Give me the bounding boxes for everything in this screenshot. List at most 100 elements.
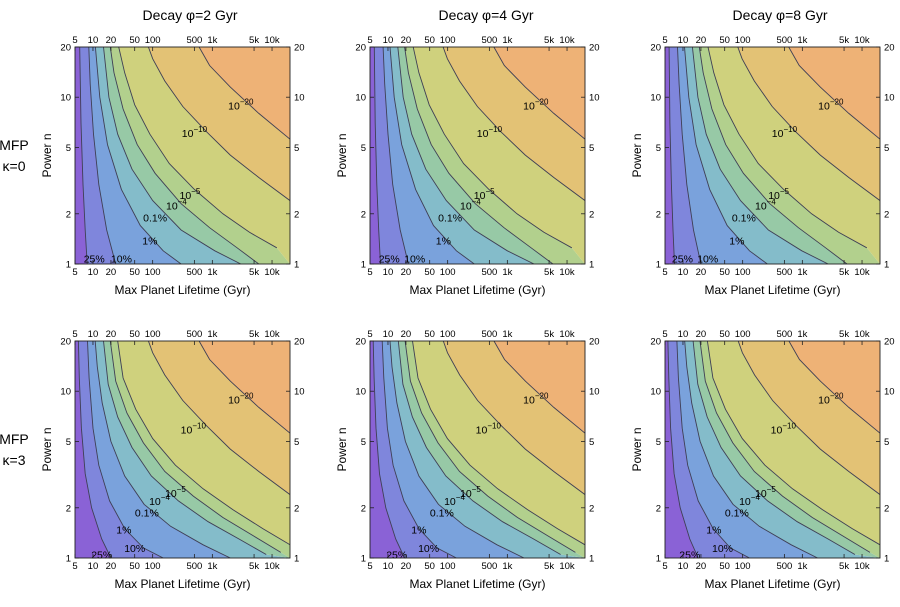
y-tick-label: 2	[361, 209, 366, 220]
contour-region-0	[665, 341, 699, 558]
x-tick-label: 10	[88, 561, 99, 572]
x-tick-label: 500	[186, 561, 202, 572]
y-tick-label-right: 2	[884, 503, 889, 514]
contour-line-5	[117, 341, 290, 546]
x-tick-label-top: 20	[401, 35, 412, 46]
contour-region-0	[370, 47, 381, 264]
x-tick-label: 1k	[502, 267, 512, 278]
contour-region-6	[412, 341, 585, 558]
panel-grid: 25% 10%1%0.1%10−410−510−1010−205510102020…	[40, 35, 895, 591]
x-tick-label-top: 10	[383, 35, 394, 46]
contour-label-6: 10−10	[477, 125, 503, 140]
x-tick-label-top: 20	[696, 329, 707, 340]
contour-label-2: 1%	[729, 236, 744, 248]
y-tick-label-right: 1	[589, 554, 594, 565]
y-tick-label: 1	[66, 554, 71, 565]
contour-line-1	[88, 47, 117, 264]
contour-region-1	[79, 47, 290, 264]
contour-label-2: 1%	[142, 236, 157, 248]
y-tick-label: 20	[650, 337, 661, 348]
x-tick-label: 20	[106, 267, 117, 278]
x-tick-label: 10k	[854, 267, 870, 278]
contour-line-3	[103, 341, 267, 555]
x-tick-label: 5	[367, 267, 372, 278]
contour-region-4	[397, 47, 585, 264]
contour-region-2	[382, 341, 585, 558]
contour-line-4	[699, 341, 871, 553]
y-tick-label: 1	[361, 260, 366, 271]
contour-lines	[668, 47, 880, 264]
x-tick-label-top: 5	[72, 35, 77, 46]
x-tick-label: 5	[662, 267, 667, 278]
contour-lines	[373, 47, 585, 264]
contour-label-4: 10−4	[444, 493, 465, 508]
x-tick-label: 10k	[559, 561, 575, 572]
y-tick-label: 5	[656, 143, 661, 154]
y-tick-label: 20	[60, 43, 71, 54]
contour-line-7	[198, 341, 290, 434]
contour-region-2	[677, 47, 880, 264]
y-axis-label: Power n	[630, 133, 644, 177]
contour-region-3	[95, 47, 290, 264]
contour-region-1	[669, 47, 880, 264]
panel-r1c0: 25% 10% 1% 0.1%10−410−5 10−10 10−20 5 5 10 10 20 20…	[40, 329, 305, 591]
contour-line-7	[493, 341, 585, 434]
x-tick-label: 500	[481, 267, 497, 278]
contour-label-7: 10−20	[523, 98, 549, 113]
x-tick-label-top: 500	[186, 35, 202, 46]
contour-line-4	[109, 47, 260, 264]
contour-line-7	[493, 47, 585, 140]
x-tick-label-top: 1k	[502, 35, 512, 46]
y-tick-label: 2	[656, 209, 661, 220]
contour-region-4	[398, 341, 585, 558]
panel-r0c2: 25% 10% 1% 0.1%10−410−5 10−10 10−20 5 5 10 10 20 20…	[630, 35, 895, 297]
x-tick-label: 1k	[207, 267, 217, 278]
y-tick-label-right: 10	[884, 93, 895, 104]
x-tick-label-top: 100	[145, 329, 161, 340]
y-tick-label: 1	[361, 554, 366, 565]
y-tick-label-right: 20	[589, 337, 600, 348]
contour-line-6	[737, 341, 880, 495]
contour-line-2	[389, 341, 525, 558]
contour-label-1: 10%	[124, 543, 145, 555]
x-tick-label: 50	[719, 561, 730, 572]
filled-regions	[370, 341, 585, 558]
contour-region-5	[110, 341, 290, 558]
x-tick-label: 100	[735, 267, 751, 278]
y-tick-label-right: 2	[589, 209, 594, 220]
contour-line-7	[198, 47, 290, 140]
x-tick-label-top: 5k	[839, 35, 849, 46]
x-tick-label: 5k	[839, 267, 849, 278]
x-tick-label-top: 100	[440, 35, 456, 46]
contour-region-7	[443, 341, 585, 558]
y-tick-label: 2	[66, 209, 71, 220]
contour-line-0	[668, 47, 675, 264]
x-tick-label-top: 500	[481, 35, 497, 46]
contour-region-2	[87, 341, 290, 558]
y-tick-label-right: 2	[294, 503, 299, 514]
y-tick-label: 10	[650, 387, 661, 398]
y-tick-label-right: 5	[884, 143, 889, 154]
x-tick-label-top: 100	[145, 35, 161, 46]
x-axis-label: Max Planet Lifetime (Gyr)	[704, 283, 840, 297]
contour-line-6	[147, 341, 290, 495]
x-tick-label-top: 50	[719, 329, 730, 340]
x-tick-label-top: 5	[367, 329, 372, 340]
contour-region-5	[110, 47, 290, 264]
contour-line-3	[397, 47, 535, 264]
plot-frame	[664, 340, 881, 559]
x-tick-label: 500	[776, 267, 792, 278]
contour-region-7	[738, 341, 880, 558]
x-tick-label: 10	[88, 267, 99, 278]
contour-label-2: 1%	[706, 525, 721, 537]
y-tick-label-right: 2	[589, 503, 594, 514]
y-tick-label: 20	[355, 43, 366, 54]
contour-line-0	[373, 47, 381, 264]
y-tick-label-right: 20	[294, 337, 305, 348]
panel-r0c0: 25% 10% 1% 0.1%10−410−5 10−10 10−20 5 5 10 10 20 20…	[40, 35, 305, 297]
x-tick-label: 500	[186, 267, 202, 278]
x-tick-label-top: 5k	[544, 35, 554, 46]
row-label-kappa3-line1: MFP	[0, 431, 29, 447]
y-tick-label: 10	[60, 387, 71, 398]
plot-frame	[369, 340, 586, 559]
